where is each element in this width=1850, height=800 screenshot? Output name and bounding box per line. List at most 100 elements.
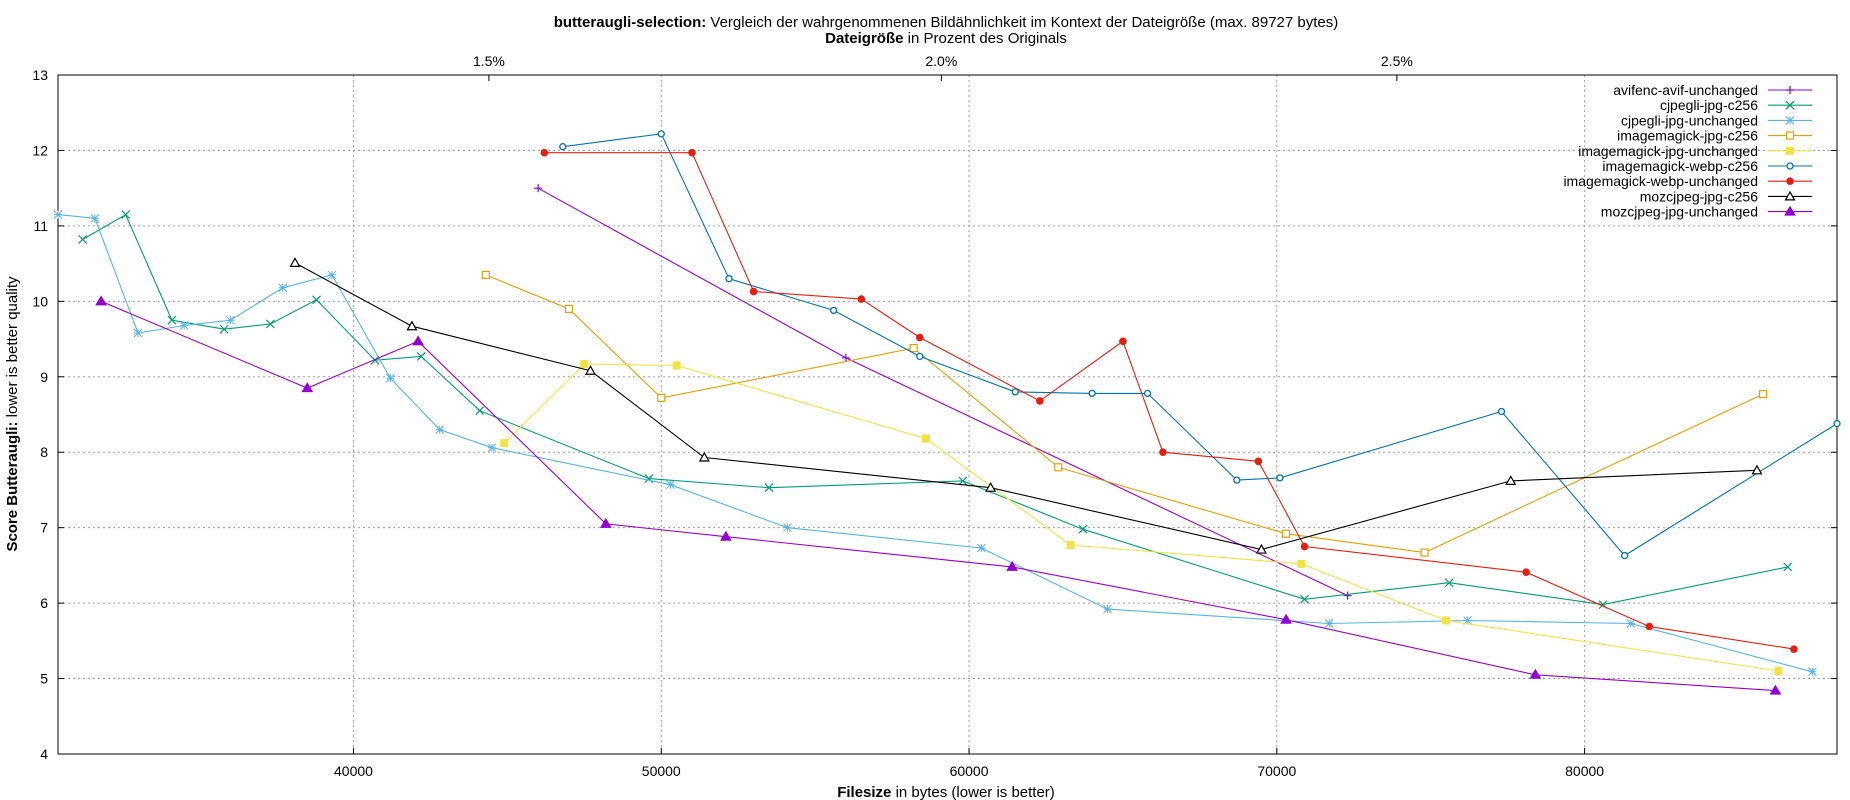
legend-label: imagemagick-jpg-c256 <box>1617 128 1758 144</box>
data-point <box>1119 337 1127 346</box>
data-point <box>1420 548 1429 557</box>
data-point <box>1785 131 1795 140</box>
data-point <box>435 425 445 434</box>
y-tick-label: 12 <box>32 142 48 158</box>
data-point <box>1324 619 1334 628</box>
plot-frame <box>57 74 1838 755</box>
data-point <box>487 443 497 453</box>
data-point <box>764 483 774 493</box>
data-point <box>599 517 612 528</box>
data-point <box>657 393 666 403</box>
data-point <box>1786 162 1794 170</box>
data-point <box>1011 388 1019 396</box>
data-point <box>1300 542 1309 551</box>
data-point <box>657 130 665 138</box>
y-tick-label: 10 <box>32 293 48 309</box>
data-point <box>1103 604 1112 614</box>
data-point <box>1066 541 1075 550</box>
legend-label: mozcjpeg-jpg-c256 <box>1640 188 1758 204</box>
legend-item-mozcjpeg-jpg-unchanged: mozcjpeg-jpg-unchanged <box>1601 204 1812 220</box>
series-imagemagick-webp-c256 <box>559 130 1841 560</box>
data-point <box>481 270 490 280</box>
data-point <box>475 406 485 416</box>
data-point <box>370 355 380 365</box>
data-point <box>1786 177 1794 185</box>
data-point <box>1159 448 1167 457</box>
legend-label: imagemagick-jpg-unchanged <box>1578 143 1758 159</box>
x-axis-title: Filesize in bytes (lower is better) <box>837 784 1055 800</box>
legend-label: imagemagick-webp-unchanged <box>1563 173 1758 189</box>
data-point <box>1626 619 1636 628</box>
data-point <box>1620 551 1629 560</box>
y-tick-label: 9 <box>40 369 48 385</box>
data-point <box>1645 622 1654 631</box>
series-line <box>503 363 1779 672</box>
data-point <box>921 434 930 443</box>
data-point <box>540 148 549 157</box>
data-point <box>1276 474 1284 482</box>
data-point <box>1006 560 1019 571</box>
data-point <box>1497 407 1506 416</box>
data-point <box>1088 389 1096 398</box>
chart-title: butteraugli-selection: Vergleich der wah… <box>554 14 1339 31</box>
y-tick-label: 6 <box>40 595 48 611</box>
data-point <box>1783 562 1793 572</box>
legend-label: cjpegli-jpg-unchanged <box>1621 112 1758 128</box>
data-point <box>500 439 509 448</box>
data-point <box>179 321 189 330</box>
series-mozcjpeg-jpg-c256 <box>289 257 1763 554</box>
y-tick-label: 5 <box>40 671 48 687</box>
data-point <box>121 210 131 219</box>
data-point <box>580 359 589 368</box>
data-point <box>301 382 314 393</box>
series-line <box>82 213 1788 606</box>
data-point <box>958 476 968 486</box>
data-point <box>1505 475 1517 485</box>
y-tick-label: 4 <box>40 746 48 762</box>
y-tick-label: 8 <box>40 444 48 460</box>
data-point <box>1808 667 1817 677</box>
data-point <box>698 451 710 462</box>
data-point <box>167 315 177 325</box>
data-point <box>564 304 574 313</box>
data-point <box>1463 616 1473 625</box>
legend-item-imagemagick-jpg-c256: imagemagick-jpg-c256 <box>1617 128 1812 144</box>
data-point <box>289 257 301 267</box>
x-tick-label: 50000 <box>642 763 681 779</box>
series-mozcjpeg-jpg-unchanged <box>95 295 1782 695</box>
x2-tick-label: 2.5% <box>1381 53 1413 69</box>
legend-label: cjpegli-jpg-c256 <box>1660 97 1758 113</box>
data-point <box>1786 86 1794 94</box>
data-point <box>133 328 143 338</box>
data-point <box>265 319 275 329</box>
data-point <box>1281 529 1291 538</box>
series-imagemagick-jpg-unchanged <box>500 359 1783 676</box>
data-point <box>327 270 337 280</box>
y-axis-title: Score Butteraugli: lower is better quali… <box>4 276 21 552</box>
series-group <box>53 130 1841 695</box>
legend-item-mozcjpeg-jpg-c256: mozcjpeg-jpg-c256 <box>1640 188 1812 204</box>
series-line <box>485 274 1764 554</box>
data-point <box>1522 568 1530 576</box>
data-point <box>1833 419 1841 428</box>
series-line <box>294 262 1758 551</box>
series-cjpegli-jpg-c256 <box>78 210 1793 610</box>
grid <box>58 75 1837 754</box>
legend-item-imagemagick-webp-c256: imagemagick-webp-c256 <box>1602 158 1812 174</box>
data-point <box>672 361 681 370</box>
data-point <box>406 320 418 331</box>
series-line <box>537 187 1348 597</box>
series-line <box>544 152 1794 650</box>
series-avifenc-avif-unchanged <box>534 184 1352 600</box>
data-point <box>1297 559 1306 568</box>
data-point <box>1759 390 1768 399</box>
data-point <box>1784 205 1796 216</box>
data-point <box>312 295 321 305</box>
data-point <box>749 287 758 296</box>
data-point <box>915 333 924 342</box>
data-point <box>416 351 426 361</box>
x2-tick-label: 1.5% <box>473 53 505 69</box>
legend: avifenc-avif-unchangedcjpegli-jpg-c256cj… <box>1563 82 1812 220</box>
data-point <box>219 324 229 334</box>
